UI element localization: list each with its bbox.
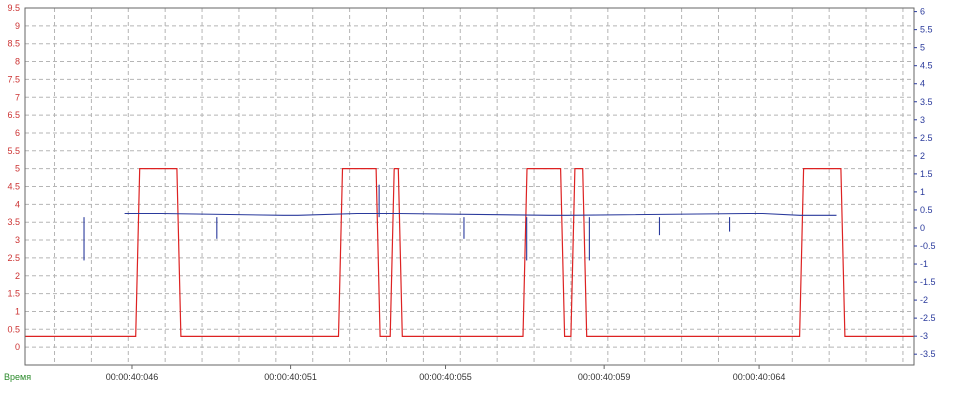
x-tick-label: 00:00:40:059: [578, 372, 631, 382]
left-tick-label: 2.5: [7, 253, 20, 263]
right-tick-label: 1.5: [920, 169, 933, 179]
left-tick-label: 2: [15, 271, 20, 281]
left-tick-label: 1: [15, 306, 20, 316]
left-tick-label: 8.5: [7, 39, 20, 49]
left-tick-label: 5: [15, 164, 20, 174]
right-tick-label: 5.5: [920, 25, 933, 35]
right-tick-label: -2.5: [920, 313, 936, 323]
right-tick-label: 4: [920, 79, 925, 89]
grid-layer: [25, 7, 914, 365]
left-tick-label: 0: [15, 342, 20, 352]
right-tick-label: 3.5: [920, 97, 933, 107]
left-tick-label: 7.5: [7, 74, 20, 84]
right-tick-label: 5: [920, 43, 925, 53]
x-tick-label: 00:00:40:055: [419, 372, 472, 382]
x-tick-label: 00:00:40:046: [106, 372, 159, 382]
series-layer: [25, 168, 914, 337]
right-tick-label: -3: [920, 331, 928, 341]
left-tick-label: 9: [15, 21, 20, 31]
left-tick-label: 8: [15, 57, 20, 67]
x-axis-label: Время: [4, 372, 31, 382]
left-tick-label: 6: [15, 128, 20, 138]
left-tick-label: 9.5: [7, 3, 20, 13]
left-tick-label: 5.5: [7, 146, 20, 156]
right-tick-label: -1.5: [920, 277, 936, 287]
x-tick-label: 00:00:40:064: [733, 372, 786, 382]
right-tick-label: -2: [920, 295, 928, 305]
blue-series-line: [124, 212, 837, 216]
plot-frame: [24, 7, 915, 366]
left-tick-label: 3.5: [7, 217, 20, 227]
right-tick-label: 0: [920, 223, 925, 233]
left-axis: 0 0.5 1 1.5 2 2.5 3 3.5 4 4.5 5 5.5 6 6.5 7 7.5 8 8.5 9 9.5: [7, 3, 20, 352]
right-tick-label: 3: [920, 115, 925, 125]
x-tick-label: 00:00:40:051: [264, 372, 317, 382]
left-tick-label: 0.5: [7, 324, 20, 334]
left-tick-label: 1.5: [7, 289, 20, 299]
red-series-line: [25, 168, 914, 337]
right-axis: -3.5 -3 -2.5 -2 -1.5 -1 -0.5 0 0.5 1 1.5 2 2.5 3 3.5 4 4…: [914, 7, 936, 359]
left-tick-label: 4: [15, 199, 20, 209]
left-tick-label: 6.5: [7, 110, 20, 120]
right-tick-label: -3.5: [920, 349, 936, 359]
right-tick-label: -1: [920, 259, 928, 269]
x-axis: 00:00:40:046 00:00:40:051 00:00:40:055 00:0…: [106, 365, 786, 382]
right-tick-label: 2.5: [920, 133, 933, 143]
left-tick-label: 7: [15, 92, 20, 102]
right-tick-label: 0.5: [920, 205, 933, 215]
right-tick-label: 4.5: [920, 61, 933, 71]
right-tick-label: 2: [920, 151, 925, 161]
left-tick-label: 4.5: [7, 182, 20, 192]
right-tick-label: -0.5: [920, 241, 936, 251]
right-tick-label: 6: [920, 7, 925, 17]
left-tick-label: 3: [15, 235, 20, 245]
right-tick-label: 1: [920, 187, 925, 197]
